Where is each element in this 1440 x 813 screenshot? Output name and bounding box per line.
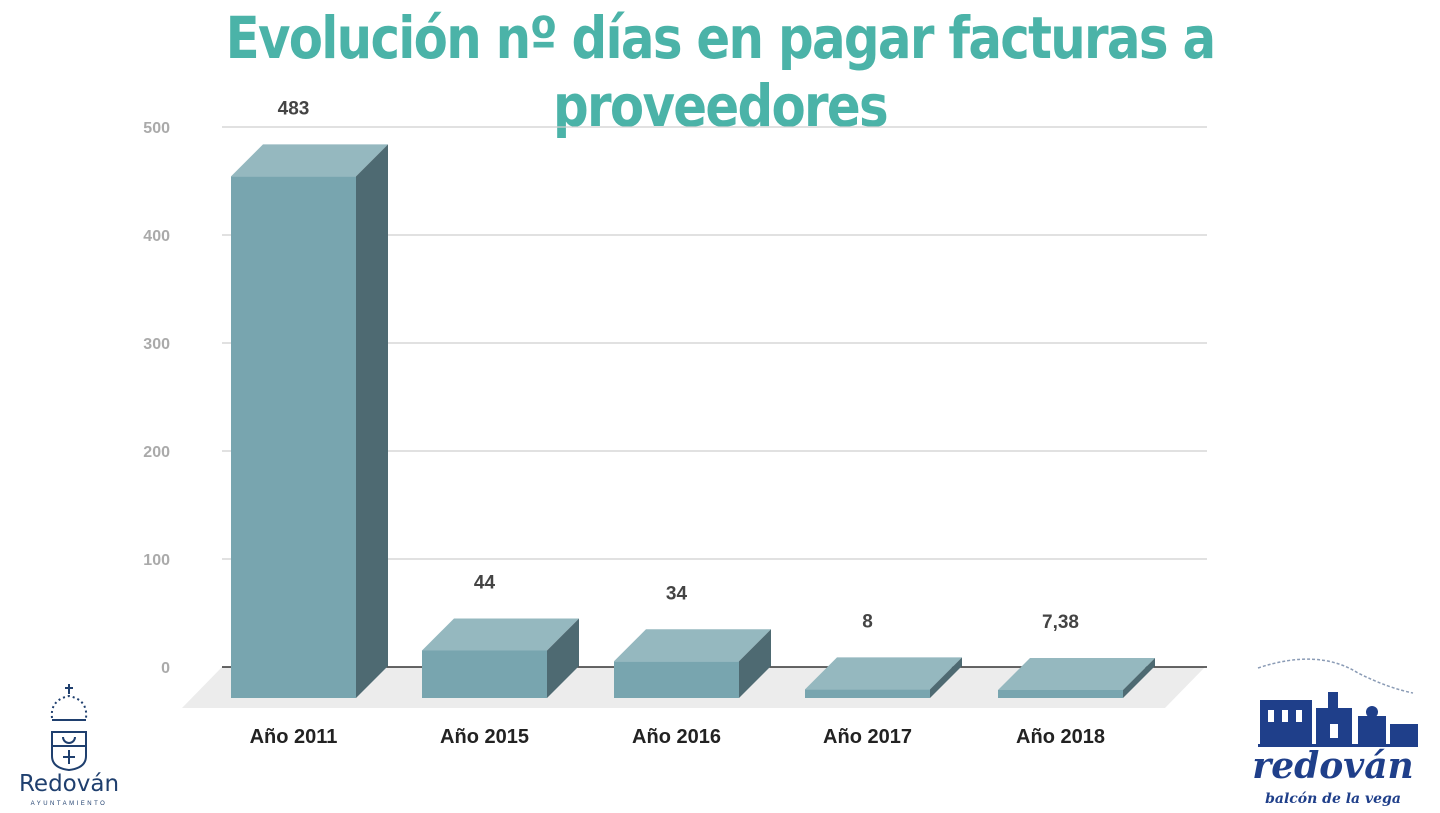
ayuntamiento-logo: Redován AYUNTAMIENTO — [14, 682, 124, 808]
logo-left-name: Redován — [19, 771, 119, 797]
y-tick-label: 400 — [143, 228, 170, 245]
x-tick-label: Año 2011 — [250, 726, 338, 748]
x-tick-label: Año 2016 — [632, 726, 721, 748]
town-skyline-icon: redován balcón de la vega — [1252, 658, 1418, 807]
data-label: 8 — [862, 611, 873, 632]
bar-top — [998, 658, 1155, 690]
bar-side — [1123, 658, 1155, 698]
bar-side — [739, 629, 771, 698]
bar-top — [422, 618, 579, 651]
bar-front — [422, 650, 547, 698]
y-tick-label: 500 — [143, 120, 170, 137]
bar-side — [547, 618, 579, 698]
x-tick-label: Año 2018 — [1016, 726, 1105, 748]
coat-of-arms-icon: Redován AYUNTAMIENTO — [19, 684, 119, 807]
bar-top — [805, 657, 962, 690]
bar-side — [356, 144, 388, 699]
data-label: 483 — [278, 98, 310, 119]
y-tick-label: 100 — [143, 552, 170, 569]
logo-right-name: redován — [1252, 745, 1413, 787]
x-tick-label: Año 2015 — [440, 726, 529, 748]
data-label: 44 — [474, 572, 496, 593]
bar-top — [614, 629, 771, 662]
data-label: 34 — [666, 583, 688, 604]
y-tick-label: 200 — [143, 444, 170, 461]
x-tick-label: Año 2017 — [823, 726, 912, 748]
bar-front — [998, 690, 1123, 698]
bar-top — [231, 144, 388, 177]
bar-front — [231, 176, 356, 699]
logo-left-subtitle: AYUNTAMIENTO — [31, 801, 108, 807]
logo-right-subtitle: balcón de la vega — [1265, 791, 1401, 807]
bar-side — [930, 657, 962, 698]
y-tick-label: 300 — [143, 336, 170, 353]
data-label: 7,38 — [1042, 612, 1079, 633]
y-tick-label: 0 — [161, 660, 170, 677]
chart-title: Evolución nº días en pagar facturas a pr… — [225, 4, 1217, 140]
bar-front — [805, 689, 930, 698]
balcon-logo: redován balcón de la vega — [1238, 648, 1428, 808]
bar-front — [614, 661, 739, 698]
